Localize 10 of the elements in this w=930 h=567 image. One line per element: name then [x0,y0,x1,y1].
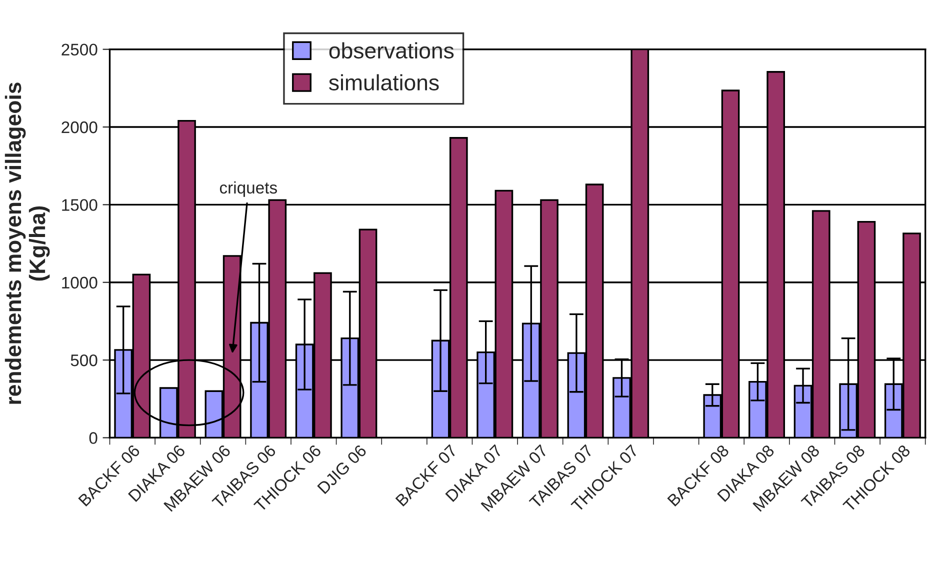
y-tick-label: 2500 [62,44,98,56]
y-tick-label: 0 [89,432,98,444]
legend-label: simulations [329,74,439,91]
y-tick-label: 1000 [62,276,98,289]
y-tick-label: 1500 [62,199,98,211]
annotation: criquets [220,181,277,197]
y-tick-label: 2000 [62,121,98,134]
y-tick-label: 500 [70,354,98,366]
legend-label: observations [329,42,454,59]
y-axis-title: rendements moyens villageois (Kg/ha) [4,82,50,404]
